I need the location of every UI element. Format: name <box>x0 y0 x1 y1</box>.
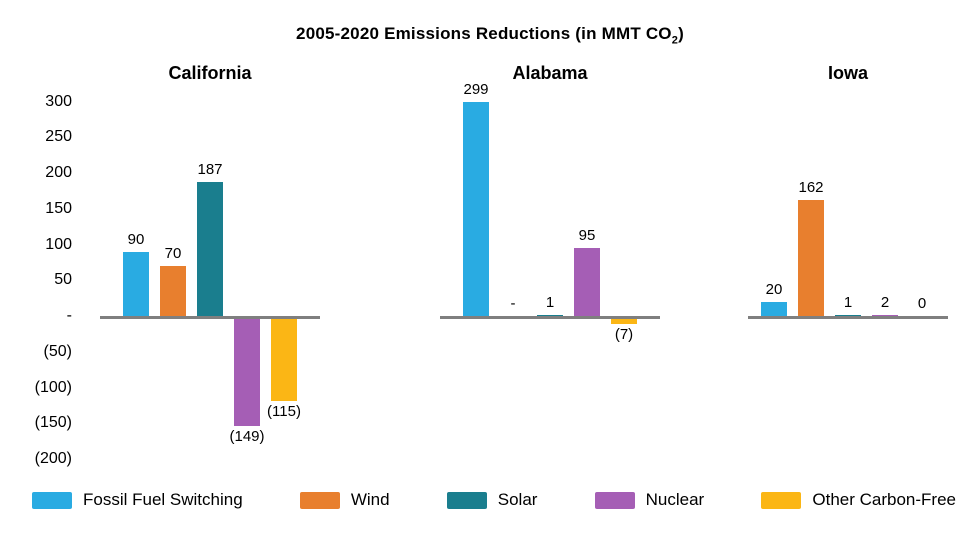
bar-california-solar <box>197 182 223 316</box>
axis-line-alabama <box>440 316 660 319</box>
group-title-alabama: Alabama <box>512 63 588 83</box>
group-california: California 90 70 187 (149) (115) <box>100 0 320 535</box>
bar-value-label-alabama-solar: 1 <box>545 294 555 311</box>
chart-title-subscript: 2 <box>671 34 679 47</box>
bar-value-label-california-solar: 187 <box>197 161 223 178</box>
bar-alabama-solar <box>537 315 563 316</box>
y-axis: 300 250 200 150 100 50 - (50) (100) (150) (200) <box>8 0 72 535</box>
chart-title-text: 2005-2020 Emissions Reductions (in MMT C… <box>296 24 672 43</box>
legend: Fossil Fuel Switching Wind Solar Nuclear Oth… <box>32 490 956 510</box>
bar-iowa-wind <box>798 200 824 316</box>
bar-value-label-iowa-nuclear: 2 <box>880 294 890 311</box>
legend-label-nuclear: Nuclear <box>645 490 705 509</box>
legend-swatch-fossil-fuel-switching <box>32 491 72 509</box>
bar-value-label-california-wind: 70 <box>164 245 182 262</box>
axis-line-iowa <box>748 316 948 319</box>
bar-california-fossil-fuel-switching <box>123 252 149 316</box>
axis-line-california <box>100 316 320 319</box>
legend-swatch-other-carbon-free <box>761 491 802 509</box>
bar-value-label-iowa-fossil-fuel-switching: 20 <box>765 281 783 298</box>
bar-value-label-iowa-wind: 162 <box>798 179 824 196</box>
legend-item-fossil-fuel-switching: Fossil Fuel Switching <box>32 490 243 510</box>
bar-california-other-carbon-free <box>271 319 297 401</box>
bar-california-nuclear <box>234 319 260 426</box>
legend-label-other-carbon-free: Other Carbon-Free <box>812 490 956 509</box>
bar-value-label-california-fossil-fuel-switching: 90 <box>127 231 145 248</box>
chart-title-suffix: ) <box>678 24 684 43</box>
legend-item-nuclear: Nuclear <box>594 490 705 510</box>
group-title-iowa: Iowa <box>827 63 868 83</box>
bar-value-label-alabama-wind: - <box>510 295 516 312</box>
legend-label-fossil-fuel-switching: Fossil Fuel Switching <box>83 490 243 509</box>
chart-title: 2005-2020 Emissions Reductions (in MMT C… <box>0 24 980 46</box>
group-title-california: California <box>168 63 252 83</box>
y-tick-label: 300 <box>45 92 72 110</box>
y-tick-label: 50 <box>54 271 72 289</box>
legend-swatch-nuclear <box>594 491 635 509</box>
y-tick-label: 200 <box>45 164 72 181</box>
group-iowa: Iowa 20 162 1 2 0 <box>748 0 948 535</box>
y-tick-label: (50) <box>43 342 72 360</box>
group-alabama: Alabama 299 - 1 95 (7) <box>440 0 660 535</box>
y-tick-label: (100) <box>34 378 72 396</box>
bar-value-label-alabama-other-carbon-free: (7) <box>614 326 634 343</box>
legend-item-solar: Solar <box>446 490 538 510</box>
bar-value-label-iowa-solar: 1 <box>843 294 853 311</box>
y-tick-label: 250 <box>45 128 72 146</box>
bar-value-label-alabama-nuclear: 95 <box>578 227 596 244</box>
bar-california-wind <box>160 266 186 316</box>
bar-value-label-alabama-fossil-fuel-switching: 299 <box>463 81 489 98</box>
y-tick-label: (200) <box>34 450 72 467</box>
bar-value-label-iowa-other-carbon-free: 0 <box>917 295 927 312</box>
bar-iowa-fossil-fuel-switching <box>761 302 787 316</box>
legend-item-other-carbon-free: Other Carbon-Free <box>761 490 956 510</box>
legend-label-solar: Solar <box>497 490 538 509</box>
bar-alabama-other-carbon-free <box>611 319 637 324</box>
bar-value-label-california-other-carbon-free: (115) <box>267 403 301 420</box>
y-tick-label: (150) <box>34 414 72 432</box>
bar-alabama-fossil-fuel-switching <box>463 102 489 316</box>
legend-swatch-wind <box>299 491 340 509</box>
legend-item-wind: Wind <box>299 490 390 510</box>
bar-iowa-solar <box>835 315 861 316</box>
legend-label-wind: Wind <box>350 490 390 509</box>
bar-value-label-california-nuclear: (149) <box>229 428 265 445</box>
y-tick-label: - <box>66 307 72 324</box>
y-tick-label: 100 <box>45 235 72 253</box>
bar-iowa-nuclear <box>872 315 898 316</box>
bar-alabama-nuclear <box>574 248 600 316</box>
legend-swatch-solar <box>446 491 487 509</box>
y-tick-label: 150 <box>45 199 72 217</box>
